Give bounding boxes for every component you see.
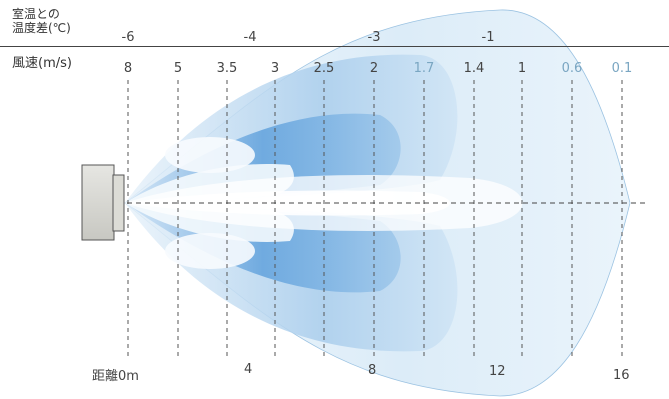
temp-diff-value: -6 — [121, 30, 135, 45]
wind-speed-value: 0.1 — [611, 61, 633, 76]
distance-value: 12 — [489, 364, 506, 379]
wind-speed-value: 2 — [369, 61, 379, 76]
temp-diff-label-line2: 温度差(℃) — [12, 21, 71, 35]
wind-speed-value: 1.4 — [463, 61, 485, 76]
distance-value: 8 — [368, 363, 377, 378]
distance-value: 0m — [118, 369, 139, 384]
wind-speed-value: 1.7 — [413, 61, 435, 76]
distance-label-origin: 距離0m — [92, 365, 139, 384]
wind-speed-value: 8 — [123, 61, 133, 76]
temp-diff-value: -1 — [481, 30, 495, 45]
wind-speed-value: 1 — [517, 61, 527, 76]
temp-diff-label-line1: 室温との — [12, 7, 60, 21]
plume-small-lobe-bottom — [165, 233, 255, 269]
temp-diff-value: -3 — [367, 30, 381, 45]
speed-guides — [127, 80, 623, 360]
distance-value: 4 — [244, 362, 253, 377]
air-unit — [81, 164, 125, 241]
wind-speed-value: 0.6 — [561, 61, 583, 76]
temp-diff-value: -4 — [243, 30, 257, 45]
distance-prefix: 距離 — [92, 369, 119, 384]
header-rule — [0, 46, 669, 47]
wind-speed-value: 2.5 — [313, 61, 335, 76]
distance-value: 16 — [613, 368, 630, 383]
wind-speed-value: 3.5 — [216, 61, 238, 76]
wind-speed-value: 5 — [173, 61, 183, 76]
wind-speed-label: 風速(m/s) — [12, 56, 72, 71]
plume-small-lobe-top — [165, 137, 255, 173]
wind-speed-value: 3 — [270, 61, 280, 76]
plume-central-core — [125, 190, 450, 216]
